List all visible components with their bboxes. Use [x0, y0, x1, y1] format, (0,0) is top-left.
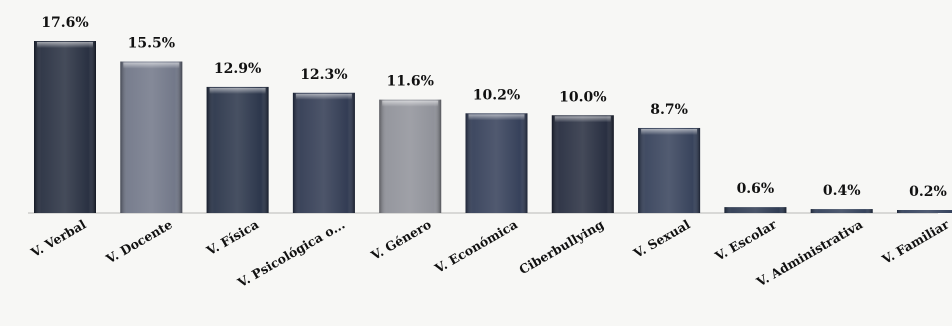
value-label-6: 10.0% [559, 89, 606, 105]
value-label-7: 8.7% [650, 102, 688, 118]
bars-group [34, 41, 952, 213]
category-label-0: V. Verbal [27, 216, 88, 260]
category-label-1: V. Docente [103, 217, 175, 267]
value-label-8: 0.6% [737, 181, 775, 197]
category-label-10: V. Familiar [878, 216, 951, 267]
bar-highlight-0 [37, 42, 93, 48]
bar-highlight-4 [382, 100, 439, 107]
value-label-1: 15.5% [128, 36, 175, 52]
category-label-4: V. Género [367, 217, 433, 264]
category-label-5: V. Económica [431, 217, 520, 277]
bar-highlight-5 [468, 114, 525, 121]
bar-shading-10 [897, 210, 952, 213]
bar-highlight-6 [554, 116, 611, 123]
value-labels-group: 17.6% 15.5% 12.9% 12.3% 11.6% 10.2% 10.0% 8.7% 0… [41, 15, 947, 200]
bar-shading-5 [465, 113, 528, 213]
bar-shading-9 [810, 209, 873, 213]
value-label-10: 0.2% [909, 184, 947, 200]
value-label-4: 11.6% [386, 74, 433, 90]
bar-highlight-7 [641, 128, 698, 135]
bar-shading-0 [34, 41, 96, 213]
bar-shading-8 [724, 207, 787, 213]
value-label-2: 12.9% [214, 61, 261, 77]
value-label-9: 0.4% [823, 183, 861, 199]
bar-shading-4 [379, 99, 442, 213]
bar-highlight-3 [295, 93, 352, 100]
category-label-6: Ciberbullying [516, 216, 606, 277]
bar-shading-7 [638, 127, 701, 213]
category-label-7: V. Sexual [630, 216, 693, 261]
value-label-5: 10.2% [473, 87, 520, 103]
bar-shading-6 [551, 115, 614, 213]
value-label-3: 12.3% [300, 67, 347, 83]
bar-shading-3 [292, 92, 355, 213]
bar-shading-1 [120, 61, 183, 213]
category-label-8: V. Escolar [711, 216, 779, 264]
bar-highlight-1 [123, 62, 180, 69]
category-label-2: V. Física [203, 217, 261, 259]
bar-highlight-2 [209, 87, 266, 94]
value-label-0: 17.6% [41, 15, 88, 31]
bar-shading-2 [206, 86, 269, 213]
